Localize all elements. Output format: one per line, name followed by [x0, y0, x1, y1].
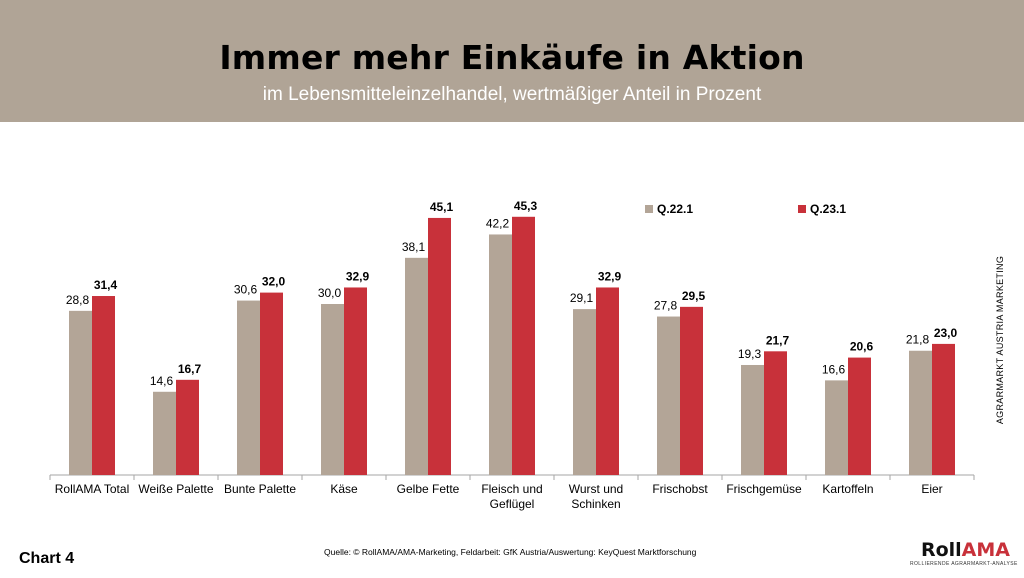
- category-label-line: RollAMA Total: [55, 482, 129, 496]
- category-label-line: Bunte Palette: [224, 482, 296, 496]
- category-label-line: Wurst und: [569, 482, 623, 496]
- category-label: Eier: [921, 482, 942, 496]
- legend-swatch-q22: [645, 205, 653, 213]
- data-label-q22: 14,6: [150, 374, 174, 388]
- data-label-q23: 31,4: [94, 278, 118, 292]
- data-label-q22: 42,2: [486, 216, 510, 230]
- data-label-q23: 16,7: [178, 362, 202, 376]
- category-label-line: Kartoffeln: [822, 482, 873, 496]
- data-label-q23: 32,9: [598, 269, 622, 283]
- bar-q22: [321, 304, 344, 475]
- category-label-line: Geflügel: [490, 497, 535, 511]
- legend-label-q23: Q.23.1: [810, 202, 846, 216]
- bar-q22: [741, 364, 764, 475]
- bar-q23: [512, 216, 535, 476]
- category-label: Gelbe Fette: [397, 482, 460, 496]
- data-label-q22: 16,6: [822, 362, 846, 376]
- category-label-line: Frischgemüse: [726, 482, 802, 496]
- data-label-q22: 29,1: [570, 291, 594, 305]
- category-label-line: Eier: [921, 482, 942, 496]
- bar-q23: [680, 306, 703, 475]
- category-label: Fleisch und Geflügel: [481, 482, 542, 511]
- category-label-line: Käse: [330, 482, 358, 496]
- category-label: Weiße Palette: [138, 482, 213, 496]
- bar-q23: [596, 287, 619, 475]
- source-note: Quelle: © RollAMA/AMA-Marketing, Feldarb…: [324, 547, 697, 557]
- bar-q23: [176, 379, 199, 475]
- bar-q22: [573, 309, 596, 475]
- logo-ama-text: AMA: [961, 539, 1010, 561]
- data-label-q23: 29,5: [682, 289, 706, 303]
- bar-q23: [932, 343, 955, 475]
- category-label: Bunte Palette: [224, 482, 296, 496]
- bar-q22: [69, 310, 92, 475]
- category-label-line: Frischobst: [652, 482, 708, 496]
- chart-title: Immer mehr Einkäufe in Aktion: [219, 38, 805, 77]
- bar-q22: [909, 350, 932, 475]
- data-label-q23: 23,0: [934, 326, 958, 340]
- chart-number: Chart 4: [19, 550, 75, 567]
- data-label-q22: 27,8: [654, 299, 678, 313]
- category-label: Wurst und Schinken: [569, 482, 623, 511]
- bar-q22: [657, 316, 680, 475]
- data-label-q23: 32,0: [262, 275, 286, 289]
- bar-q23: [428, 217, 451, 475]
- legend-swatch-q23: [798, 205, 806, 213]
- bar-q23: [848, 357, 871, 475]
- category-label: Käse: [330, 482, 358, 496]
- bar-q23: [92, 296, 115, 475]
- bar-q22: [237, 300, 260, 475]
- category-label-line: Fleisch und: [481, 482, 542, 496]
- data-label-q22: 38,1: [402, 240, 426, 254]
- logo-tagline: ROLLIERENDE AGRARMARKT-ANALYSE: [910, 561, 1018, 567]
- bar-q23: [344, 287, 367, 475]
- data-label-q22: 21,8: [906, 333, 930, 347]
- category-label: Frischobst: [652, 482, 708, 496]
- data-label-q23: 20,6: [850, 340, 874, 354]
- bar-q23: [764, 351, 787, 475]
- data-label-q23: 45,1: [430, 200, 454, 214]
- data-label-q22: 28,8: [66, 293, 90, 307]
- bar-q22: [405, 257, 428, 475]
- logo-wordmark: RollAMA: [910, 541, 1010, 560]
- bar-q23: [260, 292, 283, 475]
- category-label: Frischgemüse: [726, 482, 802, 496]
- legend-label-q22: Q.22.1: [657, 202, 693, 216]
- data-label-q23: 21,7: [766, 333, 790, 347]
- data-label-q22: 19,3: [738, 347, 762, 361]
- category-label: RollAMA Total: [55, 482, 129, 496]
- rollama-logo: RollAMA ROLLIERENDE AGRARMARKT-ANALYSE: [910, 541, 1018, 568]
- data-label-q22: 30,6: [234, 283, 258, 297]
- side-label: AGRARMARKT AUSTRIA MARKETING: [995, 255, 1005, 425]
- data-label-q22: 30,0: [318, 286, 342, 300]
- bar-q22: [825, 380, 848, 475]
- bar-q22: [489, 234, 512, 475]
- data-label-q23: 32,9: [346, 269, 370, 283]
- chart-subtitle: im Lebensmitteleinzelhandel, wertmäßiger…: [262, 84, 762, 105]
- category-label-line: Schinken: [571, 497, 620, 511]
- bar-q22: [153, 391, 176, 475]
- category-label-line: Gelbe Fette: [397, 482, 460, 496]
- category-label: Kartoffeln: [822, 482, 873, 496]
- category-label-line: Weiße Palette: [138, 482, 213, 496]
- logo-roll-text: Roll: [920, 539, 962, 561]
- header-band: Immer mehr Einkäufe in Aktion im Lebensm…: [0, 0, 1024, 122]
- data-label-q23: 45,3: [514, 199, 538, 213]
